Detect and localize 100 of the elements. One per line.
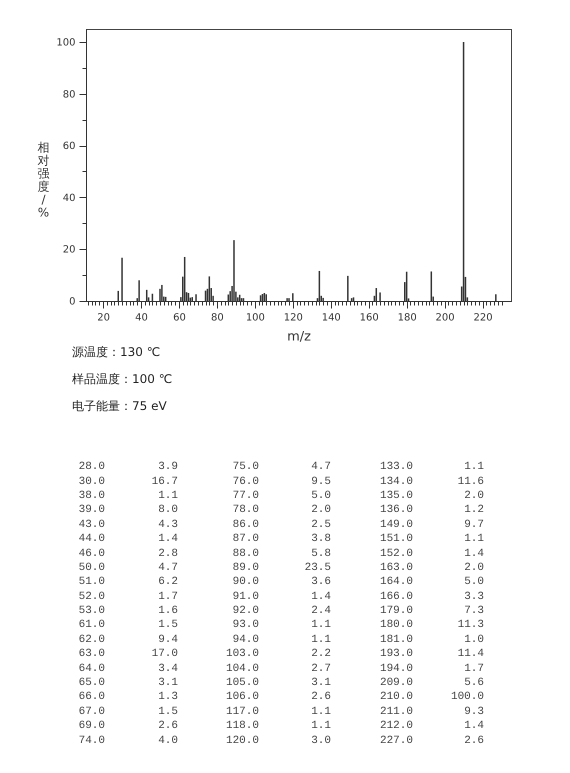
- text: 118.0: [224, 719, 259, 734]
- text: 104.0: [224, 662, 259, 676]
- text: 5.6: [463, 676, 484, 690]
- text: 66.0: [78, 690, 105, 705]
- text: 75.0: [232, 460, 259, 474]
- text: 106.0: [224, 690, 259, 705]
- text: 4.0: [157, 734, 178, 748]
- x-tick-label: 100: [246, 312, 265, 324]
- text: 50.0: [78, 560, 105, 576]
- text: 2.6: [463, 734, 484, 748]
- text: 180.0: [378, 618, 413, 633]
- text: 3.0: [310, 734, 331, 748]
- text: 179.0: [378, 604, 413, 618]
- text: 87.0: [232, 532, 259, 546]
- text: 1.7: [463, 662, 484, 676]
- text: 7.3: [463, 604, 484, 618]
- text: 74.0: [78, 734, 105, 748]
- text: 51.0: [78, 575, 105, 590]
- text: 1.4: [310, 590, 331, 604]
- text: 1.3: [157, 690, 178, 705]
- text: 1.1: [310, 704, 331, 720]
- text: 89.0: [232, 560, 259, 576]
- text: 1.1: [310, 618, 331, 633]
- text: 100.0: [450, 690, 484, 705]
- text: 9.7: [463, 518, 484, 532]
- text: 149.0: [378, 518, 413, 532]
- text: 17.0: [150, 647, 178, 662]
- x-tick-label: 140: [322, 312, 341, 324]
- text: 212.0: [378, 719, 413, 734]
- text: 94.0: [232, 632, 259, 648]
- text: 152.0: [378, 546, 413, 561]
- text: 11.4: [456, 647, 484, 662]
- text: 210.0: [378, 690, 413, 705]
- text: 1.4: [463, 719, 484, 734]
- y-tick-label: 20: [62, 244, 76, 256]
- text: 90.0: [232, 575, 259, 590]
- x-tick-label: 160: [360, 312, 379, 324]
- text: 1.1: [310, 632, 331, 648]
- text: 1.1: [463, 460, 484, 474]
- x-tick-label: 20: [97, 312, 110, 324]
- text: 23.5: [304, 560, 331, 576]
- text: 2.0: [463, 560, 484, 576]
- x-tick-label: 80: [211, 312, 224, 324]
- text: 1.2: [463, 503, 484, 518]
- text: 1.4: [157, 532, 178, 546]
- x-axis-title: m/z: [287, 330, 312, 344]
- x-tick-label: 60: [173, 312, 186, 324]
- text: 1.5: [157, 704, 178, 720]
- text: 2.0: [310, 503, 331, 518]
- y-tick-label: 0: [69, 296, 76, 308]
- text: 1.0: [463, 632, 484, 648]
- text: 88.0: [232, 546, 259, 561]
- text: 2.2: [310, 647, 331, 662]
- text: 1.6: [157, 604, 178, 618]
- text: 166.0: [378, 590, 413, 604]
- text: 30.0: [78, 474, 105, 489]
- text: 电子能量：75 eV: [72, 398, 167, 415]
- text: 3.8: [310, 532, 331, 546]
- text: 4.3: [157, 518, 178, 532]
- text: 1.4: [463, 546, 484, 561]
- text: 227.0: [378, 734, 413, 748]
- x-tick-label: 180: [398, 312, 417, 324]
- text: 63.0: [78, 647, 105, 662]
- text: 3.1: [310, 676, 331, 690]
- text: 9.5: [310, 474, 331, 489]
- text: 1.5: [157, 618, 178, 633]
- text: 11.3: [456, 618, 484, 633]
- text: 91.0: [232, 590, 259, 604]
- text: 77.0: [232, 488, 259, 504]
- text: 9.4: [157, 632, 178, 648]
- text: 2.7: [310, 662, 331, 676]
- text: 52.0: [78, 590, 105, 604]
- x-tick-label: 120: [284, 312, 303, 324]
- text: 67.0: [78, 704, 105, 720]
- text: 样品温度：100 ℃: [72, 371, 172, 388]
- text: 2.6: [157, 719, 178, 734]
- text: 133.0: [378, 460, 413, 474]
- text: 4.7: [310, 460, 331, 474]
- text: 46.0: [78, 546, 105, 561]
- text: 11.6: [456, 474, 484, 489]
- text: 9.3: [463, 704, 484, 720]
- text: 1.1: [463, 532, 484, 546]
- text: 120.0: [224, 734, 259, 748]
- text: 5.8: [310, 546, 331, 561]
- text: 209.0: [378, 676, 413, 690]
- text: 78.0: [232, 503, 259, 518]
- text: 16.7: [150, 474, 178, 489]
- text: 28.0: [78, 460, 105, 474]
- text: 151.0: [378, 532, 413, 546]
- text: 2.6: [310, 690, 331, 705]
- text: 43.0: [78, 518, 105, 532]
- text: 164.0: [378, 575, 413, 590]
- text: 65.0: [78, 676, 105, 690]
- text: 6.2: [157, 575, 178, 590]
- text: 3.9: [157, 460, 178, 474]
- y-tick-label: 100: [56, 37, 76, 48]
- text: 1.7: [157, 590, 178, 604]
- text: 163.0: [378, 560, 413, 576]
- text: 38.0: [78, 488, 105, 504]
- text: 105.0: [224, 676, 259, 690]
